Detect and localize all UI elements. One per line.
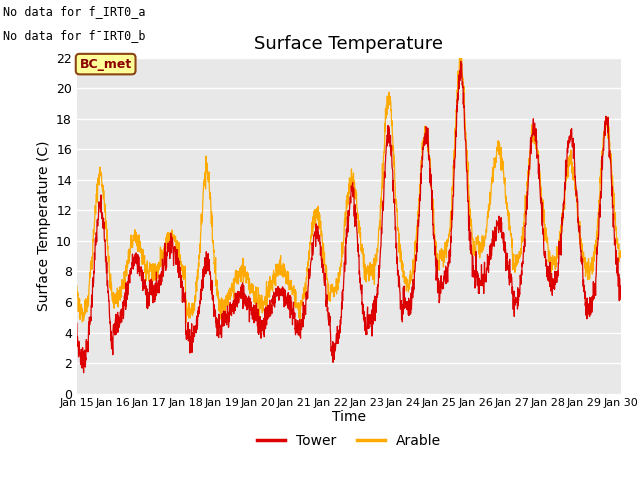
Text: No data for f¯IRT0_b: No data for f¯IRT0_b [3, 29, 146, 42]
Legend: Tower, Arable: Tower, Arable [252, 429, 446, 454]
Title: Surface Temperature: Surface Temperature [254, 35, 444, 53]
Text: No data for f_IRT0_a: No data for f_IRT0_a [3, 5, 146, 18]
Text: BC_met: BC_met [79, 58, 132, 71]
Y-axis label: Surface Temperature (C): Surface Temperature (C) [36, 140, 51, 311]
X-axis label: Time: Time [332, 410, 366, 424]
